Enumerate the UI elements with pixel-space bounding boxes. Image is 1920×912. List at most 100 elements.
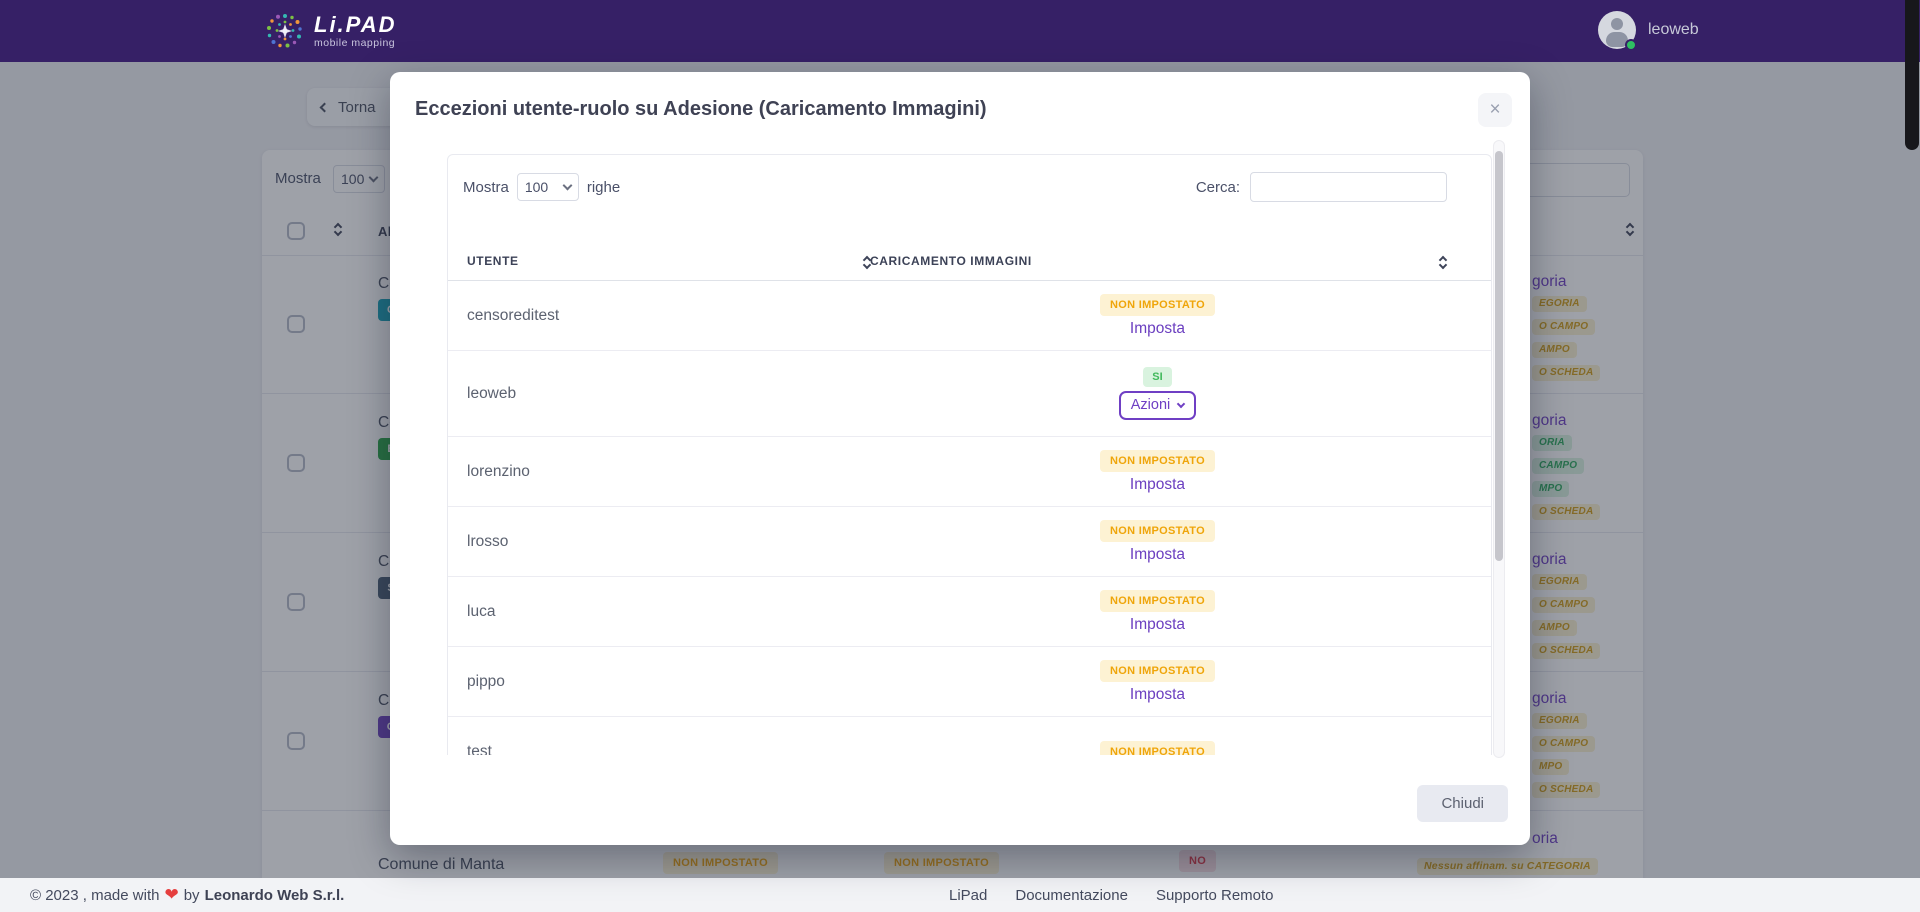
copyright-text: © 2023 , made with (30, 886, 160, 904)
row-checkbox[interactable] (287, 732, 305, 750)
browser-scrollbar-thumb[interactable] (1905, 0, 1919, 150)
azioni-dropdown-button[interactable]: Azioni (1118, 391, 1197, 420)
affinam-badge: AMPO (1532, 342, 1577, 358)
status-badge: NON IMPOSTATO (1100, 449, 1215, 472)
affinam-badge: EGORIA (1532, 713, 1587, 729)
affinam-badge: MPO (1532, 481, 1570, 497)
table-row: lrosso NON IMPOSTATO Imposta (448, 507, 1491, 577)
table-body: censoreditest NON IMPOSTATO Imposta leow… (448, 281, 1491, 755)
status-badge: NON IMPOSTATO (884, 852, 999, 874)
rows-label: righe (586, 178, 621, 196)
row-link[interactable]: goria (1532, 412, 1567, 429)
modal-title: Eccezioni utente-ruolo su Adesione (Cari… (415, 98, 987, 120)
table-header: UTENTE CARICAMENTO IMMAGINI (448, 219, 1491, 281)
torna-label: Torna (338, 98, 376, 116)
row-link[interactable]: goria (1532, 690, 1567, 707)
table-controls: Mostra 100 righe Cerca: (448, 155, 1491, 219)
user-cell: test (467, 742, 492, 756)
rows-per-page-value: 100 (524, 179, 549, 195)
row-link[interactable]: goria (1532, 551, 1567, 568)
table-row: Comune di Manta NON IMPOSTATO NON IMPOST… (262, 810, 1643, 878)
affinam-badge: Nessun affinam. su CATEGORIA (1417, 858, 1598, 875)
status-badge: NON IMPOSTATO (1100, 293, 1215, 316)
status-cell: NON IMPOSTATO Imposta (870, 507, 1491, 576)
online-status-dot (1625, 39, 1637, 51)
avatar-head-shape (1611, 18, 1623, 30)
status-cell: NON IMPOSTATO Imposta (870, 647, 1491, 716)
affinam-badge: ORIA (1532, 435, 1572, 451)
table-panel: Mostra 100 righe Cerca: UTENTE (447, 154, 1492, 755)
user-menu[interactable]: leoweb (1598, 11, 1699, 51)
affinam-badge: CAMPO (1532, 458, 1585, 474)
imposta-link[interactable]: Imposta (1129, 685, 1186, 703)
azioni-label: Azioni (1130, 397, 1171, 413)
footer-link-documentazione[interactable]: Documentazione (1015, 886, 1128, 904)
logo-title: Li.PAD (314, 11, 397, 37)
chevron-down-icon (1177, 399, 1186, 408)
affinam-badge: O SCHEDA (1532, 365, 1601, 381)
status-cell: SI Azioni (870, 351, 1491, 436)
footer-links: LiPad Documentazione Supporto Remoto (949, 887, 1274, 904)
imposta-link[interactable]: Imposta (1129, 545, 1186, 563)
imposta-link[interactable]: Imposta (1129, 615, 1186, 633)
table-row: test NON IMPOSTATO (448, 717, 1491, 755)
affinam-badge: O SCHEDA (1532, 504, 1601, 520)
search-input[interactable] (1250, 172, 1447, 202)
heart-icon: ❤ (164, 885, 179, 904)
status-badge: SI (1143, 367, 1172, 387)
show-label: Mostra (463, 178, 509, 196)
affinam-badge: O CAMPO (1532, 319, 1596, 335)
modal-scrollbar[interactable] (1493, 140, 1505, 758)
row-checkbox[interactable] (287, 593, 305, 611)
imposta-link[interactable]: Imposta (1129, 475, 1186, 493)
table-row: censoreditest NON IMPOSTATO Imposta (448, 281, 1491, 351)
rows-per-page-select[interactable]: 100 (516, 173, 579, 201)
table-row: leoweb SI Azioni (448, 351, 1491, 437)
modal-scrollbar-thumb[interactable] (1495, 151, 1503, 561)
status-cell: NON IMPOSTATO Imposta (870, 577, 1491, 646)
status-cell: NON IMPOSTATO Imposta (870, 437, 1491, 506)
table-row: luca NON IMPOSTATO Imposta (448, 577, 1491, 647)
footer-link-lipad[interactable]: LiPad (949, 886, 988, 904)
exceptions-modal: Eccezioni utente-ruolo su Adesione (Cari… (390, 72, 1530, 845)
modal-body: Mostra 100 righe Cerca: UTENTE (390, 140, 1498, 755)
imposta-link[interactable]: Imposta (1129, 319, 1186, 337)
sort-icon[interactable] (862, 255, 872, 270)
affinam-badge: EGORIA (1532, 296, 1587, 312)
footer-link-supporto[interactable]: Supporto Remoto (1155, 886, 1274, 904)
affinam-badge: O CAMPO (1532, 736, 1596, 752)
row-link[interactable]: goria (1532, 273, 1567, 290)
row-name: Comune di Manta (378, 856, 505, 873)
bg-rows-per-page-select[interactable]: 100 (333, 165, 385, 193)
affinam-badge: O SCHEDA (1532, 782, 1601, 798)
column-header-caricamento-cell: CARICAMENTO IMMAGINI (870, 254, 1491, 270)
affinam-badge: EGORIA (1532, 574, 1587, 590)
status-badge: NON IMPOSTATO (1100, 659, 1215, 682)
column-header-utente[interactable]: UTENTE (467, 254, 519, 268)
logo-text: Li.PAD mobile mapping (314, 11, 397, 49)
status-badge: NON IMPOSTATO (1100, 519, 1215, 542)
user-cell: censoreditest (467, 306, 560, 324)
avatar-body-shape (1606, 32, 1628, 47)
logo-subtitle: mobile mapping (314, 36, 396, 49)
copyright-by: by (183, 886, 200, 904)
search-label: Cerca: (1195, 178, 1240, 196)
user-avatar-icon (1598, 11, 1637, 51)
copyright: © 2023 , made with ❤ by Leonardo Web S.r… (30, 885, 344, 905)
row-checkbox[interactable] (287, 315, 305, 333)
status-badge: NON IMPOSTATO (1100, 740, 1215, 755)
chevron-down-icon (562, 180, 573, 191)
company-name: Leonardo Web S.r.l. (204, 886, 345, 904)
chiudi-button[interactable]: Chiudi (1417, 785, 1508, 822)
logo-mark-icon (267, 14, 302, 48)
table-row: lorenzino NON IMPOSTATO Imposta (448, 437, 1491, 507)
app-logo[interactable]: Li.PAD mobile mapping (262, 8, 396, 54)
affinam-badge: O SCHEDA (1532, 643, 1601, 659)
user-cell: pippo (467, 672, 505, 690)
row-checkbox[interactable] (287, 454, 305, 472)
select-all-checkbox[interactable] (287, 222, 305, 240)
sort-icon[interactable] (1438, 255, 1448, 270)
close-icon[interactable]: × (1478, 93, 1512, 127)
column-header-caricamento[interactable]: CARICAMENTO IMMAGINI (870, 254, 1032, 268)
row-link[interactable]: oria (1532, 830, 1558, 847)
